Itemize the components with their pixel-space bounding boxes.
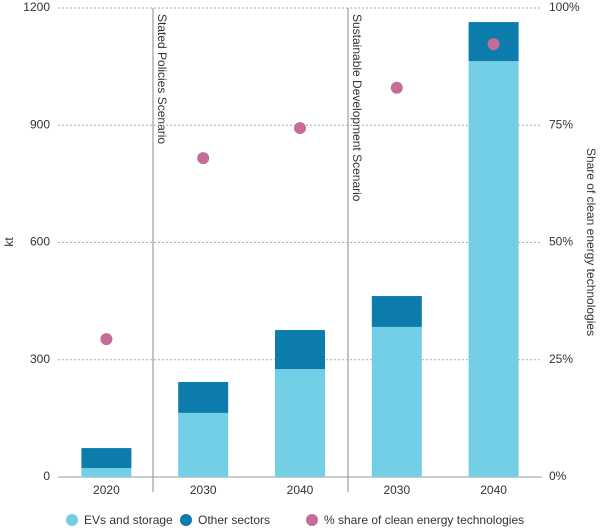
- y2-tick-label: 100%: [549, 0, 580, 14]
- bar-segment: [275, 369, 325, 477]
- x-tick-label: 2030: [383, 483, 410, 497]
- x-tick-label: 2040: [287, 483, 314, 497]
- y2-tick-label: 0%: [549, 469, 567, 483]
- y-tick-label: 900: [30, 117, 50, 131]
- bar-segment: [178, 382, 229, 413]
- bar-segment: [275, 330, 325, 370]
- y2-tick-label: 25%: [549, 352, 573, 366]
- y-tick-label: 300: [30, 352, 50, 366]
- y2-tick-label: 75%: [549, 117, 573, 131]
- y-tick-label: 1200: [23, 0, 50, 14]
- bar-segment: [468, 61, 519, 478]
- share-point: [390, 81, 403, 94]
- x-tick-label: 2020: [93, 483, 120, 497]
- share-point: [100, 333, 113, 346]
- bar-segment: [178, 412, 229, 477]
- y-tick-label: 600: [30, 235, 50, 249]
- y2-tick-label: 50%: [549, 235, 573, 249]
- legend-marker: [306, 514, 318, 526]
- bar-segment: [371, 326, 422, 477]
- bar-segment: [81, 448, 132, 469]
- x-tick-label: 2030: [190, 483, 217, 497]
- share-point: [487, 38, 500, 51]
- bar-segment: [371, 296, 422, 327]
- legend-label: EVs and storage: [84, 513, 173, 527]
- legend-marker: [180, 514, 192, 526]
- y-tick-label: 0: [43, 469, 50, 483]
- legend-label: Other sectors: [198, 513, 270, 527]
- share-point: [294, 122, 306, 135]
- bar-segment: [81, 468, 132, 477]
- x-tick-label: 2040: [480, 483, 507, 497]
- scenario-label: Stated Policies Scenario: [155, 14, 169, 144]
- y2-axis-title: Share of clean energy technologies: [584, 148, 598, 336]
- legend-label: % share of clean energy technologies: [324, 513, 524, 527]
- share-point: [197, 152, 210, 165]
- legend-marker: [66, 514, 78, 526]
- y-axis-title: kt: [2, 237, 16, 247]
- scenario-label: Sustainable Development Scenario: [350, 14, 364, 202]
